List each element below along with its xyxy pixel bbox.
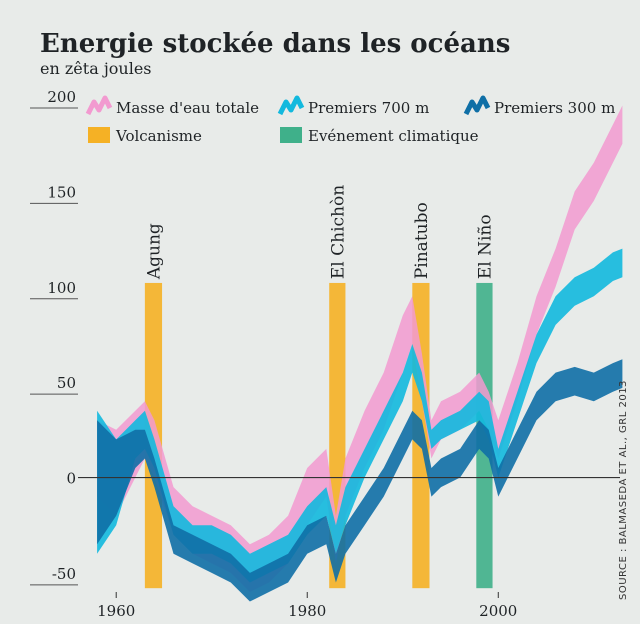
grid bbox=[30, 107, 78, 586]
legend: Masse d'eau totale Premiers 700 m Premiers… bbox=[85, 95, 615, 145]
source-note: SOURCE : BALMASEDA ET AL., GRL 2013 bbox=[618, 380, 629, 600]
event-labels: Agung El Chichòn Pinatubo El Niño bbox=[144, 185, 495, 280]
legend-label: Masse d'eau totale bbox=[116, 99, 259, 117]
legend-swatch bbox=[88, 127, 110, 143]
event-label: Pinatubo bbox=[412, 202, 432, 279]
series-areas bbox=[97, 105, 623, 602]
legend-label: Volcanisme bbox=[115, 127, 202, 145]
chart-subtitle: en zêta joules bbox=[40, 59, 152, 78]
y-axis-ticks: -50 0 50 100 150 200 bbox=[47, 88, 76, 583]
x-tick-label: 1980 bbox=[288, 602, 326, 620]
x-tick-label: 2000 bbox=[479, 602, 517, 620]
legend-swatch bbox=[463, 95, 491, 116]
event-label: El Niño bbox=[475, 214, 495, 279]
event-label: Agung bbox=[144, 223, 164, 280]
y-tick-label: 200 bbox=[47, 88, 76, 106]
y-tick-label: -50 bbox=[52, 565, 76, 583]
y-tick-label: 100 bbox=[47, 279, 76, 297]
x-tick-label: 1960 bbox=[97, 602, 135, 620]
chart-title: Energie stockée dans les océans bbox=[40, 29, 510, 59]
legend-label: Premiers 700 m bbox=[308, 99, 429, 117]
series-area-1 bbox=[97, 248, 623, 583]
x-axis-ticks: 1960 1980 2000 bbox=[97, 592, 517, 620]
legend-label: Evénement climatique bbox=[308, 127, 479, 145]
y-tick-label: 50 bbox=[57, 374, 76, 392]
series-area-2 bbox=[97, 359, 623, 602]
legend-swatch bbox=[280, 127, 302, 143]
legend-swatch bbox=[277, 95, 305, 116]
legend-swatch bbox=[85, 95, 113, 116]
event-label: El Chichòn bbox=[328, 185, 348, 279]
y-tick-label: 0 bbox=[66, 470, 76, 488]
legend-label: Premiers 300 m bbox=[494, 99, 615, 117]
y-tick-label: 150 bbox=[47, 183, 76, 201]
